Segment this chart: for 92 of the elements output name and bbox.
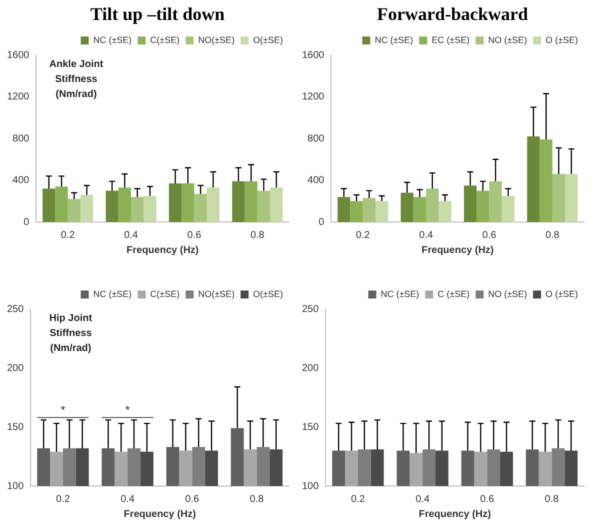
x-tick-label: 0.8 [545,230,560,241]
bar [552,174,566,222]
x-tick-label: 0.8 [544,494,560,505]
x-axis-title: Frequency (Hz) [422,244,494,256]
x-axis-title: Frequency (Hz) [418,508,491,520]
legend-label: C (±SE) [438,288,470,299]
bar [168,183,182,222]
x-tick-label: 0.4 [124,230,138,241]
bar [540,140,552,222]
y-tick-label: 200 [6,362,24,374]
chart-title: Forward-backward [376,3,529,26]
legend-label: NO (±SE) [488,34,528,45]
x-tick-label: 0.6 [185,494,200,505]
y-tick-label: 0 [318,216,325,228]
bar [438,201,452,222]
bar [55,186,68,222]
chart-title: Tilt up –tilt down [89,3,226,26]
bar [350,201,363,222]
x-axis-title: Frequency (Hz) [124,508,196,520]
legend-label: O(±SE) [253,288,284,299]
y-tick-label: 800 [12,133,30,144]
legend-label: C(±SE) [150,288,180,299]
x-tick-label: 0.6 [480,494,495,505]
bar [464,185,477,222]
x-tick-label: 0.4 [120,494,135,505]
legend-label: O (±SE) [546,34,578,45]
bar [257,190,270,222]
bar [489,181,502,222]
bar [426,188,439,222]
bar [527,136,540,222]
bar [194,194,207,222]
legend-label: O(±SE) [253,34,284,45]
legend-label: NC (±SE) [93,34,132,45]
bar [118,188,132,222]
legend-label: NC (±SE) [374,34,414,45]
y-tick-label: 800 [308,133,325,144]
x-tick-label: 0.4 [419,230,434,241]
bar [42,188,56,222]
x-tick-label: 0.6 [187,230,202,241]
bar [338,196,350,222]
y-axis-title: Ankle Joint Stiffness (Nm/rad) [49,58,104,100]
legend-label: O (±SE) [546,288,578,299]
x-tick-label: 0.2 [351,494,366,505]
annotation: * [125,402,130,417]
legend-label: EC (±SE) [432,34,470,45]
y-tick-label: 1600 [6,50,30,61]
bar [68,199,80,222]
y-tick-label: 100 [6,480,24,492]
legend-label: C(±SE) [150,34,180,45]
y-tick-label: 400 [12,175,30,186]
bar [182,183,194,222]
bar [565,174,578,222]
y-tick-label: 100 [302,480,320,492]
legend-label: NC (±SE) [93,288,132,299]
y-tick-label: 250 [302,304,320,315]
y-tick-label: 400 [308,175,325,186]
bar [232,181,245,222]
y-tick-label: 1200 [6,92,30,102]
legend-label: NO(±SE) [198,288,235,299]
x-tick-label: 0.6 [482,230,497,241]
bar [476,190,490,222]
y-tick-label: 1200 [302,92,325,102]
annotation: * [60,402,66,417]
bar [106,190,118,222]
bar [80,194,94,222]
bar [502,196,514,222]
x-tick-label: 0.8 [250,230,265,241]
bar [400,192,414,222]
bar [131,196,144,222]
y-axis-title: Hip Joint Stiffness (Nm/rad) [49,312,93,354]
legend-label: NC (±SE) [380,288,420,299]
y-tick-label: 250 [6,304,24,315]
x-tick-label: 0.2 [60,230,76,241]
y-tick-label: 150 [6,422,24,433]
bar [362,198,376,222]
legend-label: NO (±SE) [488,288,528,299]
x-tick-label: 0.4 [416,494,430,505]
y-tick-label: 200 [302,362,320,374]
bar [144,196,156,222]
x-tick-label: 0.2 [56,494,70,505]
bar [375,201,388,222]
x-tick-label: 0.8 [250,494,264,505]
x-tick-label: 0.2 [356,230,370,241]
x-axis-title: Frequency (Hz) [126,244,199,256]
bar [270,188,283,222]
bar [244,181,258,222]
y-tick-label: 0 [24,216,30,228]
bar [206,188,220,222]
bar [413,196,426,222]
y-tick-label: 150 [302,422,320,433]
legend-label: NO(±SE) [198,34,235,45]
y-tick-label: 1600 [302,50,325,61]
